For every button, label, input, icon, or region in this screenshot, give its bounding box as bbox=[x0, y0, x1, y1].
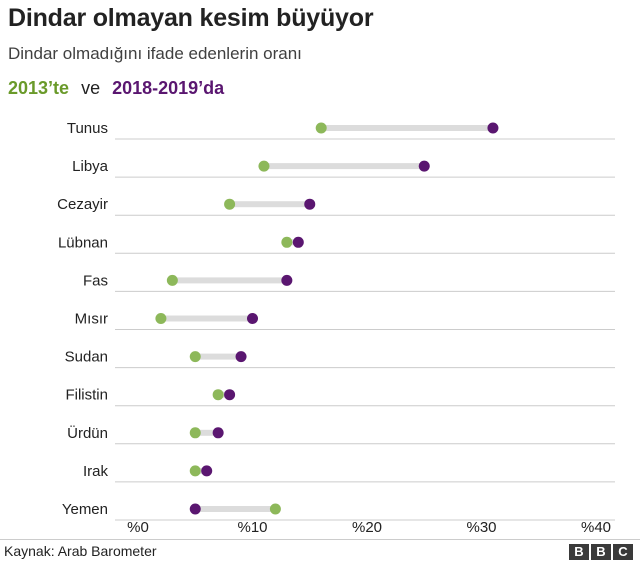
category-label: Libya bbox=[72, 158, 109, 175]
footer-divider bbox=[0, 539, 640, 540]
bbc-logo-letter: B bbox=[569, 544, 589, 560]
x-tick-label: %20 bbox=[352, 519, 382, 536]
bbc-logo-letter: C bbox=[613, 544, 633, 560]
dot-2018-2019 bbox=[487, 122, 499, 134]
dot-2018-2019 bbox=[247, 313, 258, 324]
dot-2018-2019 bbox=[235, 351, 247, 363]
dot-2018-2019 bbox=[292, 236, 304, 248]
bbc-logo-letter: B bbox=[591, 544, 611, 560]
dot-2013 bbox=[258, 160, 270, 172]
dot-2013 bbox=[281, 236, 293, 248]
range-bar bbox=[195, 353, 242, 360]
dot-2013 bbox=[189, 351, 201, 363]
legend: 2013’te ve 2018-2019’da bbox=[8, 78, 224, 99]
dot-2013 bbox=[315, 122, 327, 134]
category-label: Tunus bbox=[67, 120, 108, 137]
range-bar bbox=[195, 467, 207, 474]
range-bar bbox=[160, 315, 253, 322]
x-tick-label: %30 bbox=[466, 519, 496, 536]
dot-2013 bbox=[269, 503, 281, 515]
dot-2018-2019 bbox=[212, 427, 224, 439]
dot-2018-2019 bbox=[224, 389, 236, 401]
dot-2018-2019 bbox=[418, 160, 430, 172]
category-label: Cezayir bbox=[57, 196, 108, 213]
range-bar bbox=[263, 163, 425, 170]
category-label: Lübnan bbox=[58, 234, 108, 251]
range-bar bbox=[195, 506, 276, 512]
category-label: Filistin bbox=[65, 387, 108, 404]
category-label: Sudan bbox=[65, 349, 108, 366]
source-note: Kaynak: Arab Barometer bbox=[4, 543, 157, 559]
legend-series-2013: 2013’te bbox=[8, 78, 70, 98]
dot-2018-2019 bbox=[281, 274, 293, 286]
range-bar bbox=[286, 239, 299, 246]
dot-2013 bbox=[166, 274, 178, 286]
category-label: Yemen bbox=[62, 501, 108, 518]
range-bar bbox=[218, 391, 230, 398]
dot-2013 bbox=[189, 465, 201, 477]
x-tick-label: %40 bbox=[581, 519, 611, 536]
category-label: Ürdün bbox=[67, 424, 108, 442]
range-bar bbox=[321, 125, 493, 131]
x-tick-label: %10 bbox=[237, 519, 267, 536]
dumbbell-chart: Tunus Libya Cezayir Lübnan Fas Mısır Sudan Fili… bbox=[57, 120, 615, 536]
legend-series-2018-2019: 2018-2019’da bbox=[112, 78, 225, 98]
category-label: Mısır bbox=[75, 311, 108, 328]
dot-2013 bbox=[189, 427, 201, 439]
chart-title: Dindar olmayan kesim büyüyor bbox=[8, 4, 374, 32]
dot-2018-2019 bbox=[304, 198, 316, 210]
dot-2013 bbox=[224, 198, 236, 210]
dot-2018-2019 bbox=[201, 465, 213, 477]
range-bar bbox=[195, 429, 219, 436]
category-label: Irak bbox=[83, 463, 109, 480]
chart-subtitle: Dindar olmadığını ifade edenlerin oranı bbox=[8, 44, 302, 63]
legend-connector: ve bbox=[81, 78, 101, 98]
x-tick-label: %0 bbox=[127, 519, 149, 536]
dot-2018-2019 bbox=[189, 503, 201, 515]
dot-2013 bbox=[212, 389, 224, 401]
bbc-logo: B B C bbox=[569, 544, 633, 560]
range-bar bbox=[229, 201, 310, 208]
range-bar bbox=[172, 277, 287, 284]
category-label: Fas bbox=[83, 272, 108, 289]
dot-2013 bbox=[155, 313, 167, 324]
